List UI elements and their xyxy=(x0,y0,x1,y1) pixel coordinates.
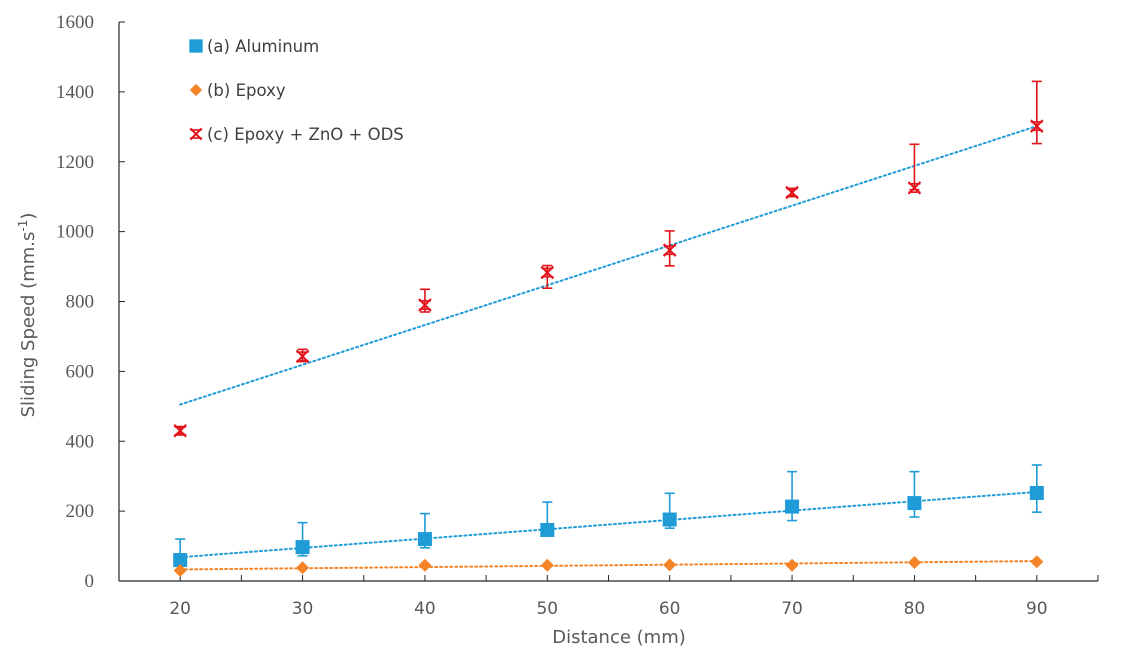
legend-label: (c) Epoxy + ZnO + ODS xyxy=(207,125,404,144)
data-point-asterisk xyxy=(540,265,555,280)
data-point-diamond xyxy=(296,561,310,575)
y-axis-label: Sliding Speed (mm.s-1) xyxy=(16,213,39,418)
y-axis-label-end: ) xyxy=(18,213,39,220)
x-tick-label: 20 xyxy=(169,599,191,619)
data-point-square xyxy=(1029,485,1044,500)
legend-marker-diamond xyxy=(189,83,203,97)
x-tick-label: 90 xyxy=(1026,599,1048,619)
data-point-asterisk xyxy=(907,181,922,195)
x-tick-label: 70 xyxy=(781,599,803,619)
data-point-diamond xyxy=(663,558,677,572)
legend-label: (a) Aluminum xyxy=(207,37,319,56)
data-point-diamond xyxy=(540,558,554,572)
y-tick-label: 200 xyxy=(66,501,95,522)
data-point-square xyxy=(295,540,310,555)
trendlines-layer xyxy=(179,125,1038,571)
data-point-asterisk xyxy=(173,424,187,438)
trendline xyxy=(179,560,1038,571)
y-tick-label: 400 xyxy=(66,431,95,452)
x-axis-label: Distance (mm) xyxy=(552,627,686,648)
y-tick-label: 0 xyxy=(85,571,95,592)
legend-item: (c) Epoxy + ZnO + ODS xyxy=(189,125,404,144)
data-point-diamond xyxy=(907,555,921,569)
y-tick-label: 800 xyxy=(66,292,95,313)
y-axis-label-main: Sliding Speed (mm.s xyxy=(18,232,39,418)
x-tick-label: 50 xyxy=(536,599,558,619)
markers-layer xyxy=(173,119,1044,578)
legend-item: (a) Aluminum xyxy=(189,37,319,56)
data-point-diamond xyxy=(418,558,432,572)
data-point-square xyxy=(662,512,677,527)
data-point-diamond xyxy=(173,564,187,578)
data-point-asterisk xyxy=(662,243,677,257)
error-bars-layer xyxy=(175,80,1042,563)
y-tick-label: 1200 xyxy=(56,152,94,173)
data-point-asterisk xyxy=(785,185,799,200)
axes-layer: 0 200 400 600 800 1000 1200 1400 1600 20 30 40 50 60 7… xyxy=(56,12,1099,619)
x-tick-label: 80 xyxy=(904,599,926,619)
x-tick-label: 30 xyxy=(292,599,314,619)
data-point-square xyxy=(417,532,432,547)
data-point-diamond xyxy=(785,558,799,572)
legend-marker-asterisk xyxy=(189,127,203,141)
legend-item: (b) Epoxy xyxy=(189,81,286,100)
data-point-asterisk xyxy=(418,298,432,312)
x-tick-label: 40 xyxy=(414,599,436,619)
legend-marker-square xyxy=(189,39,203,53)
data-point-asterisk xyxy=(1030,119,1044,133)
y-tick-label: 600 xyxy=(66,361,95,382)
data-point-square xyxy=(907,496,922,511)
data-point-square xyxy=(540,522,555,537)
y-tick-label: 1600 xyxy=(56,12,94,33)
data-point-square xyxy=(173,553,188,568)
y-tick-label: 1000 xyxy=(56,222,94,243)
trendline xyxy=(179,490,1038,559)
y-axis-label-superscript: -1 xyxy=(16,220,30,232)
legend: (a) Aluminum (b) Epoxy (c) Epoxy + ZnO + O… xyxy=(189,37,404,144)
data-point-asterisk xyxy=(295,349,310,364)
trendline xyxy=(179,125,1038,406)
data-point-diamond xyxy=(1030,555,1044,569)
y-tick-label: 1400 xyxy=(56,82,94,103)
x-tick-label: 60 xyxy=(659,599,681,619)
data-point-square xyxy=(785,499,800,514)
legend-label: (b) Epoxy xyxy=(207,81,286,100)
